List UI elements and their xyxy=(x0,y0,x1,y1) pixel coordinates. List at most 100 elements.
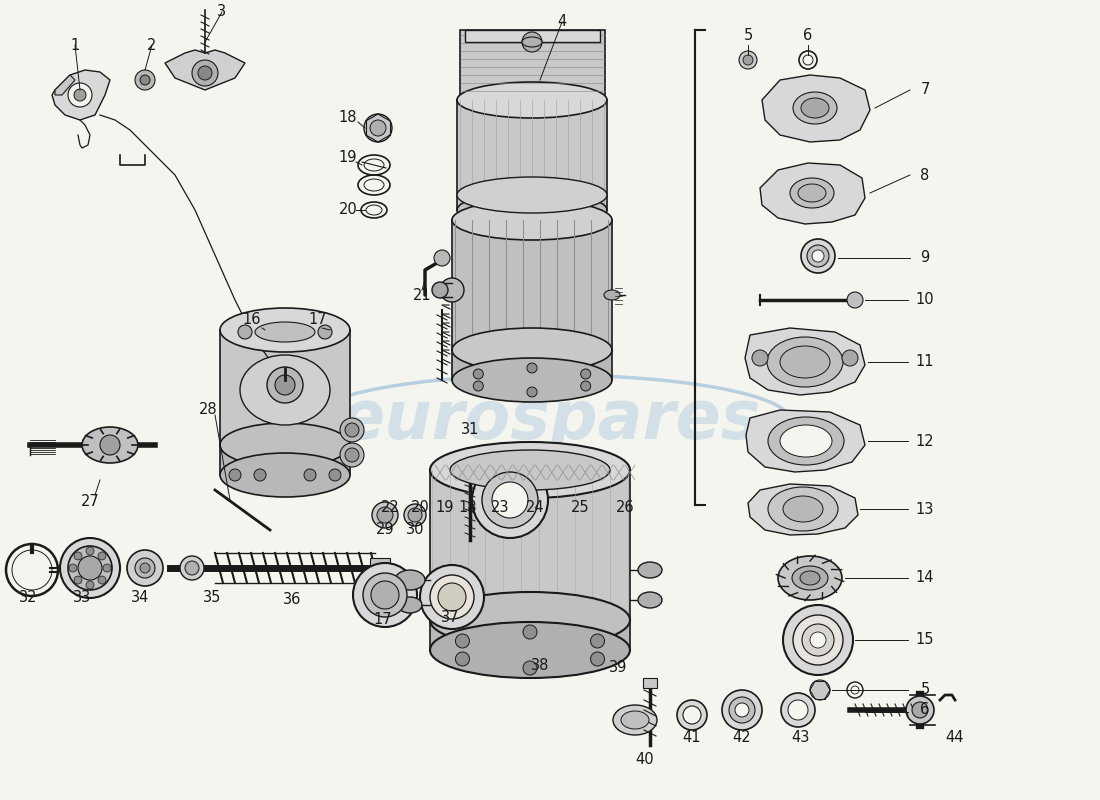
Ellipse shape xyxy=(604,290,620,300)
Circle shape xyxy=(522,625,537,639)
Circle shape xyxy=(74,89,86,101)
Circle shape xyxy=(68,546,112,590)
Bar xyxy=(370,558,390,578)
Ellipse shape xyxy=(82,427,138,463)
Circle shape xyxy=(735,703,749,717)
Circle shape xyxy=(802,624,834,656)
Circle shape xyxy=(98,576,106,584)
Bar xyxy=(220,330,350,445)
Circle shape xyxy=(254,469,266,481)
Circle shape xyxy=(140,75,150,85)
Circle shape xyxy=(340,443,364,467)
Circle shape xyxy=(482,472,538,528)
Circle shape xyxy=(591,634,605,648)
Text: 5: 5 xyxy=(921,682,929,698)
Circle shape xyxy=(729,697,755,723)
Text: 32: 32 xyxy=(19,590,37,606)
Text: 15: 15 xyxy=(915,633,934,647)
Bar xyxy=(430,470,630,620)
Ellipse shape xyxy=(801,98,829,118)
Circle shape xyxy=(267,367,303,403)
Ellipse shape xyxy=(621,711,649,729)
Circle shape xyxy=(135,558,155,578)
Ellipse shape xyxy=(790,178,834,208)
Ellipse shape xyxy=(430,622,630,678)
Circle shape xyxy=(430,575,474,619)
Ellipse shape xyxy=(395,570,425,590)
Text: 43: 43 xyxy=(791,730,810,746)
Circle shape xyxy=(126,550,163,586)
Ellipse shape xyxy=(768,417,844,465)
Circle shape xyxy=(683,706,701,724)
Circle shape xyxy=(100,435,120,455)
Circle shape xyxy=(783,605,852,675)
Circle shape xyxy=(801,239,835,273)
Bar xyxy=(456,100,607,210)
Circle shape xyxy=(676,700,707,730)
Circle shape xyxy=(752,350,768,366)
Text: 20: 20 xyxy=(410,501,429,515)
Ellipse shape xyxy=(398,597,422,613)
Ellipse shape xyxy=(440,278,464,302)
Text: 38: 38 xyxy=(531,658,549,673)
Text: 44: 44 xyxy=(946,730,965,746)
Text: 19: 19 xyxy=(339,150,358,166)
Ellipse shape xyxy=(432,282,448,298)
Polygon shape xyxy=(55,75,75,95)
Text: 3: 3 xyxy=(218,5,227,19)
Text: 20: 20 xyxy=(339,202,358,218)
Circle shape xyxy=(473,381,483,391)
Polygon shape xyxy=(165,50,245,90)
Circle shape xyxy=(78,556,102,580)
Circle shape xyxy=(353,563,417,627)
Circle shape xyxy=(345,448,359,462)
Circle shape xyxy=(438,583,466,611)
Circle shape xyxy=(363,573,407,617)
Circle shape xyxy=(372,502,398,528)
Circle shape xyxy=(810,632,826,648)
Circle shape xyxy=(345,423,359,437)
Ellipse shape xyxy=(452,328,612,372)
Polygon shape xyxy=(760,163,865,224)
Ellipse shape xyxy=(638,592,662,608)
Circle shape xyxy=(229,469,241,481)
Circle shape xyxy=(60,538,120,598)
Bar xyxy=(430,620,630,650)
Text: 18: 18 xyxy=(339,110,358,126)
Bar xyxy=(644,678,657,688)
Ellipse shape xyxy=(798,184,826,202)
Circle shape xyxy=(810,680,830,700)
Circle shape xyxy=(522,661,537,675)
Text: 42: 42 xyxy=(733,730,751,746)
Circle shape xyxy=(812,250,824,262)
Bar xyxy=(460,30,605,100)
Circle shape xyxy=(404,504,426,526)
Circle shape xyxy=(492,482,528,518)
Text: 17: 17 xyxy=(309,313,328,327)
Ellipse shape xyxy=(456,82,607,118)
Ellipse shape xyxy=(613,705,657,735)
Text: 35: 35 xyxy=(202,590,221,606)
Ellipse shape xyxy=(793,92,837,124)
Circle shape xyxy=(192,60,218,86)
Text: 21: 21 xyxy=(412,287,431,302)
Circle shape xyxy=(455,652,470,666)
Text: 17: 17 xyxy=(374,613,393,627)
Ellipse shape xyxy=(220,453,350,497)
Circle shape xyxy=(722,690,762,730)
Polygon shape xyxy=(748,484,858,535)
Text: eurospares: eurospares xyxy=(339,387,761,453)
Text: 6: 6 xyxy=(921,702,929,718)
Ellipse shape xyxy=(456,192,607,228)
Text: 40: 40 xyxy=(636,753,654,767)
Polygon shape xyxy=(762,75,870,142)
Circle shape xyxy=(304,469,316,481)
Text: 25: 25 xyxy=(571,501,590,515)
Text: 9: 9 xyxy=(921,250,929,266)
Bar xyxy=(465,30,600,42)
Ellipse shape xyxy=(220,308,350,352)
Text: 33: 33 xyxy=(73,590,91,606)
Circle shape xyxy=(522,32,542,52)
Text: 31: 31 xyxy=(461,422,480,438)
Ellipse shape xyxy=(780,346,830,378)
